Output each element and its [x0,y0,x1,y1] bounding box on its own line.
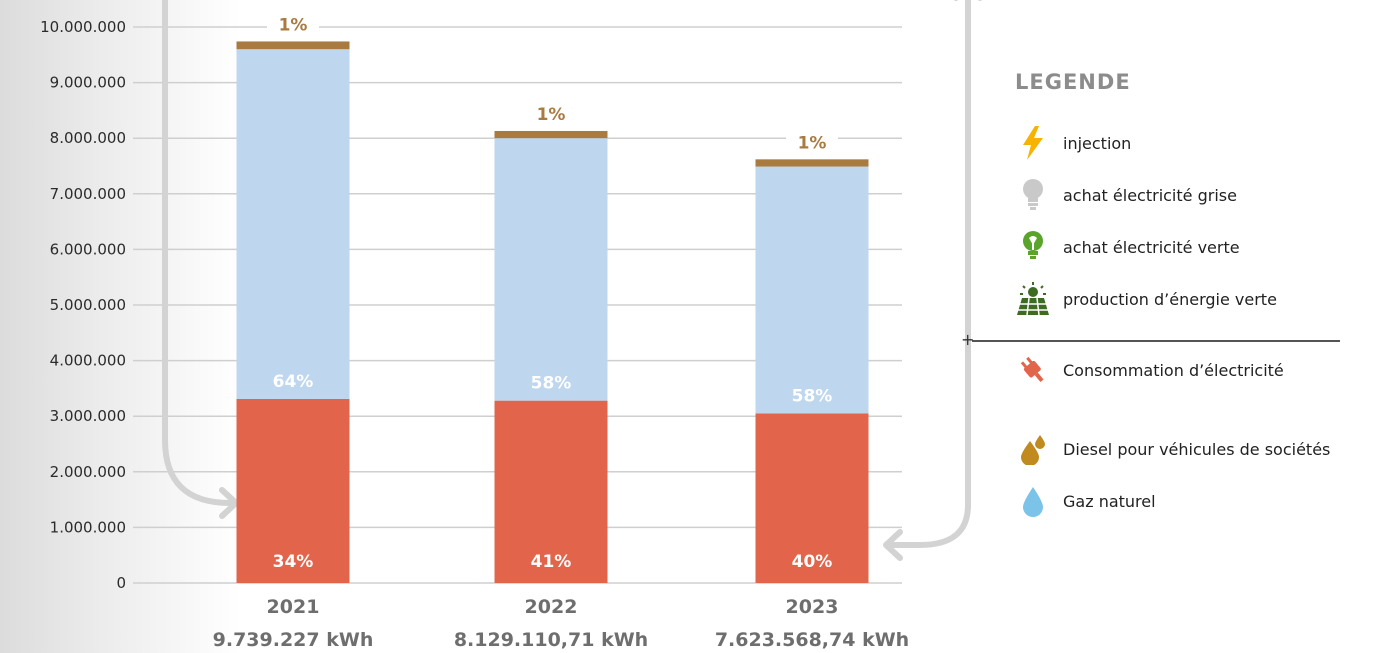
oil-drop-icon [1015,432,1051,466]
legend-item-injection: injection [1015,126,1131,160]
data-label: 64% [273,372,314,392]
bar-segment [236,49,350,399]
legend-item-grey-electricity: achat électricité grise [1015,178,1237,212]
legend-label: Gaz naturel [1063,491,1156,511]
y-tick-label: 10.000.000 [40,18,126,36]
legend-item-diesel: Diesel pour véhicules de sociétés [1015,432,1330,466]
left-arrow-curve [162,0,233,506]
y-tick-label: 7.000.000 [50,185,126,203]
legend-item-consumption: Consommation d’électricité [1015,353,1284,387]
data-label: 1% [798,133,827,153]
data-label: 1% [537,105,566,125]
bars: 34% 64% 1% 41% 58% 1% 40% 58% 1% [236,13,869,583]
data-label: 34% [273,552,314,572]
bar-segment [755,413,869,583]
legend-label: production d’énergie verte [1063,289,1277,309]
x-tick-label: 2022 [525,596,578,618]
legend: LEGENDE injection achat électricité gris… [1015,70,1365,517]
legend-item-green-production: production d’énergie verte [1015,282,1277,316]
bar-segment [494,138,608,401]
bar-segment [236,41,350,50]
legend-separator [972,340,1340,342]
data-label-background [525,102,577,125]
total-label: 8.129.110,71 kWh [454,629,648,651]
green-bulb-icon [1015,230,1051,264]
legend-label: achat électricité verte [1063,237,1240,257]
y-tick-label: 2.000.000 [50,463,126,481]
y-tick-label: 5.000.000 [50,296,126,314]
legend-item-green-electricity: achat électricité verte [1015,230,1240,264]
data-label-background [786,131,838,154]
background-fade [0,0,240,653]
data-label: 58% [531,374,572,394]
plus-sign: + [961,330,975,349]
right-arrow-head [883,529,903,561]
legend-label: achat électricité grise [1063,185,1237,205]
y-axis-labels: 0 1.000.000 2.000.000 3.000.000 4.000.000 5.0… [40,18,126,592]
x-tick-label: 2023 [786,596,839,618]
x-axis-labels: 2021 9.739.227 kWh 2022 8.129.110,71 kWh 202… [213,596,910,651]
solar-panel-icon [1015,282,1051,316]
y-tick-label: 3.000.000 [50,407,126,425]
y-tick-label: 6.000.000 [50,240,126,258]
bar-segment [755,159,869,167]
plug-icon [1015,353,1051,387]
data-label-background [267,13,319,36]
data-label: 58% [792,386,833,406]
y-tick-label: 8.000.000 [50,129,126,147]
water-drop-icon [1015,484,1051,518]
grey-bulb-icon [1015,178,1051,212]
bar-segment [755,166,869,414]
left-arrow-head [219,487,239,519]
bar-segment [494,130,608,139]
x-tick-label: 2021 [267,596,320,618]
right-arrow-curve [887,0,971,548]
legend-item-natural-gas: Gaz naturel [1015,484,1156,518]
data-label: 40% [792,552,833,572]
total-label: 7.623.568,74 kWh [715,629,909,651]
total-label: 9.739.227 kWh [213,629,374,651]
legend-title: LEGENDE [1015,70,1131,94]
data-label: 1% [279,15,308,35]
bar-segment [236,398,350,583]
legend-label: Consommation d’électricité [1063,360,1284,380]
legend-label: injection [1063,133,1132,153]
legend-label: Diesel pour véhicules de sociétés [1063,439,1331,459]
lightning-icon [1015,126,1051,160]
bar-segment [494,400,608,583]
y-tick-label: 1.000.000 [50,518,126,536]
y-tick-label: 9.000.000 [50,74,126,92]
data-label: 41% [531,552,572,572]
y-tick-label: 4.000.000 [50,352,126,370]
y-tick-label: 0 [116,574,126,592]
